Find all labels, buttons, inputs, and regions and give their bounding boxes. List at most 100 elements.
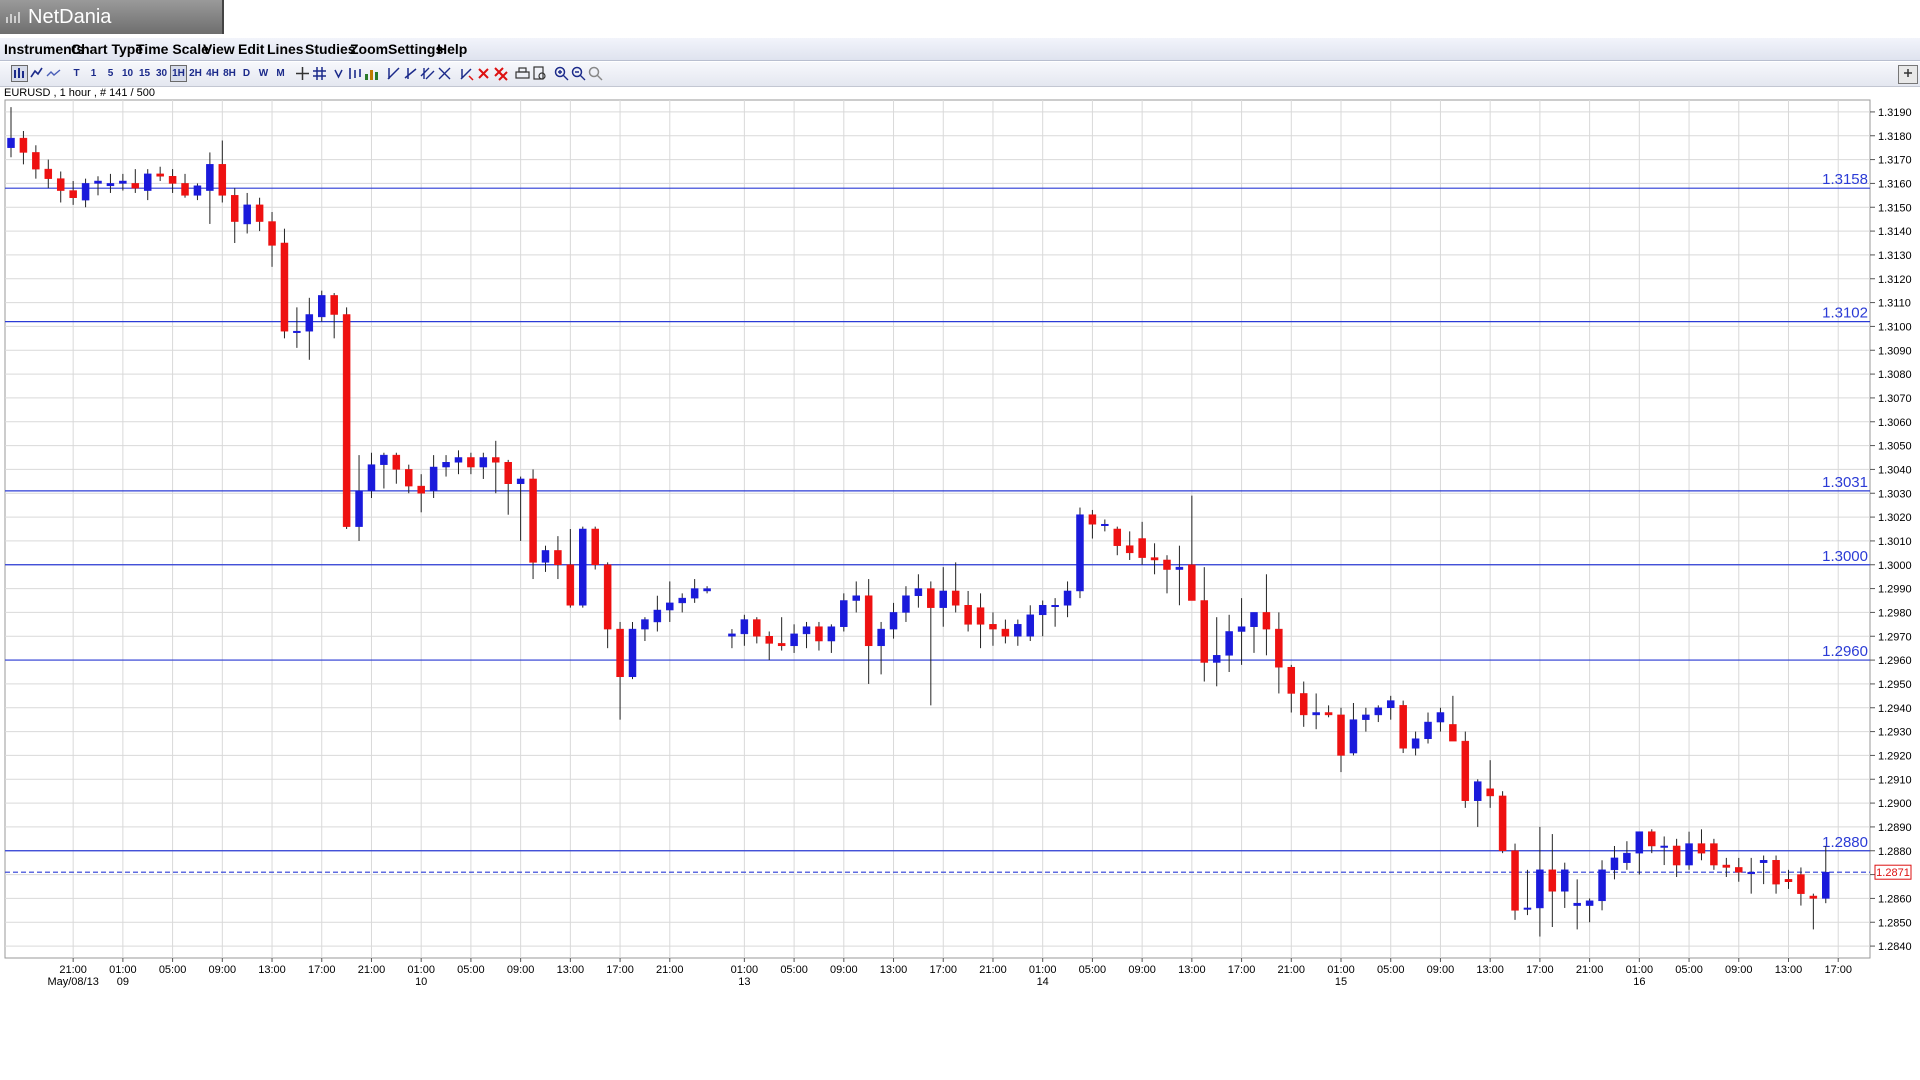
candle-body — [1722, 864, 1731, 868]
candle-body — [193, 185, 202, 196]
trend-tool-icon[interactable] — [402, 65, 419, 82]
toolbar: T 1 5 10 15 30 1H 2H 4H 8H D W M — [0, 62, 1920, 87]
timeframe-W[interactable]: W — [258, 68, 269, 79]
zoom-in-icon[interactable] — [553, 65, 570, 82]
zoom-reset-icon[interactable] — [587, 65, 604, 82]
menu-view[interactable]: View — [203, 41, 235, 57]
menu-zoom[interactable]: Zoom — [350, 41, 389, 57]
candle-body — [579, 528, 587, 606]
fib-tool-icon[interactable] — [436, 65, 453, 82]
candle — [1672, 838, 1681, 877]
candle — [1324, 705, 1333, 718]
x-tick-label: 01:00 — [731, 964, 759, 976]
candle-body — [1536, 869, 1544, 909]
x-tick-label: 13:00 — [1476, 964, 1504, 976]
print-icon[interactable] — [514, 65, 531, 82]
candle-body — [1598, 869, 1606, 902]
candle — [1038, 600, 1047, 637]
timeframe-30[interactable]: 30 — [155, 68, 168, 79]
candle-body — [777, 643, 786, 647]
delete-icon[interactable] — [475, 65, 492, 82]
candle — [591, 526, 599, 570]
y-tick-label: 1.2990 — [1878, 584, 1912, 596]
draw-tool-icon[interactable] — [458, 65, 475, 82]
candle-body — [181, 183, 189, 196]
candle — [1473, 779, 1482, 827]
menu-edit[interactable]: Edit — [238, 41, 265, 57]
panel-toggle-button[interactable] — [1898, 65, 1918, 84]
x-tick-label: 05:00 — [159, 964, 187, 976]
menu-help[interactable]: Help — [437, 41, 468, 57]
timeframe-M[interactable]: M — [276, 68, 285, 79]
candle — [1250, 612, 1258, 653]
print-preview-icon[interactable] — [531, 65, 548, 82]
candle-body — [504, 462, 512, 484]
y-tick-label: 1.3170 — [1878, 155, 1912, 167]
chart-type-icon[interactable] — [28, 65, 45, 82]
timeframe-2H[interactable]: 2H — [189, 68, 202, 79]
chart-mode-icon[interactable] — [11, 65, 28, 82]
y-tick-label: 1.2900 — [1878, 798, 1912, 810]
x-tick-label: 01:00 — [1626, 964, 1654, 976]
candle — [1784, 869, 1793, 889]
candle — [380, 452, 388, 489]
candle — [94, 176, 102, 196]
timeframe-T[interactable]: T — [73, 68, 80, 79]
x-tick-label: 01:00 — [109, 964, 137, 976]
channel-tool-icon[interactable] — [419, 65, 436, 82]
candle-body — [318, 295, 326, 318]
timeframe-1[interactable]: 1 — [90, 68, 97, 79]
menu-chart-type[interactable]: Chart Type — [71, 41, 144, 57]
candle-body — [1101, 523, 1109, 526]
candle-body — [1498, 795, 1507, 852]
candle — [44, 159, 53, 189]
candle-body — [1772, 860, 1780, 885]
grid-icon[interactable] — [311, 65, 328, 82]
crosshair-icon[interactable] — [294, 65, 311, 82]
delete-all-icon[interactable] — [492, 65, 509, 82]
timeframe-4H[interactable]: 4H — [206, 68, 219, 79]
line-tool-icon[interactable] — [385, 65, 402, 82]
timeframe-1H[interactable]: 1H — [170, 65, 187, 82]
menu-time-scale[interactable]: Time Scale — [136, 41, 209, 57]
timeframe-10[interactable]: 10 — [121, 68, 134, 79]
horizontal-level-lines[interactable]: 1.3158 1.3102 1.3031 1.3000 1.2960 1.2880 — [5, 171, 1870, 873]
menu-studies[interactable]: Studies — [305, 41, 356, 57]
x-date-label: 14 — [1037, 976, 1049, 988]
candle-body — [479, 457, 488, 468]
bar-chart-icon[interactable] — [346, 65, 363, 82]
candle-body — [877, 628, 885, 647]
candle — [1461, 731, 1470, 808]
app-title-tab[interactable]: NetDania FinanceChart — [0, 0, 224, 62]
menu-instruments[interactable]: Instruments — [4, 41, 85, 57]
candle-body — [1225, 631, 1233, 656]
timeframe-8H[interactable]: 8H — [223, 68, 236, 79]
current-price-box — [1874, 864, 1912, 880]
timeframe-D[interactable]: D — [242, 68, 251, 79]
candle — [330, 293, 338, 339]
candle — [230, 188, 239, 243]
arrow-icon[interactable] — [330, 65, 347, 82]
candle-body — [1212, 655, 1221, 663]
candle-body — [1697, 843, 1706, 854]
menu-lines[interactable]: Lines — [267, 41, 304, 57]
price-chart[interactable]: 1.3158 1.3102 1.3031 1.3000 1.2960 1.2880 1.2… — [0, 98, 1920, 1003]
candle — [579, 526, 587, 608]
candle — [1138, 521, 1146, 565]
candle — [628, 621, 637, 680]
candle — [1548, 834, 1557, 928]
line-chart-icon[interactable] — [45, 65, 62, 82]
candle — [1362, 707, 1370, 732]
candle — [914, 574, 923, 608]
volume-icon[interactable] — [363, 65, 380, 82]
candle — [1299, 681, 1308, 727]
candle — [69, 181, 77, 205]
candle — [765, 631, 773, 661]
timeframe-5[interactable]: 5 — [107, 68, 114, 79]
y-tick-label: 1.3060 — [1878, 417, 1912, 429]
timeframe-15[interactable]: 15 — [138, 68, 151, 79]
candle-body — [342, 314, 351, 527]
candle-body — [1735, 867, 1743, 873]
zoom-out-icon[interactable] — [570, 65, 587, 82]
menu-settings[interactable]: Settings — [388, 41, 444, 57]
